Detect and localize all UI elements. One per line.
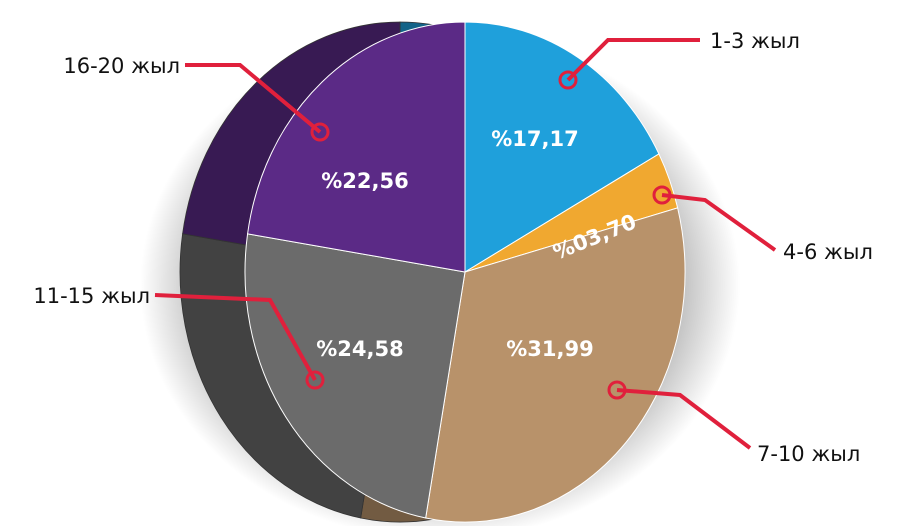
- leader-dot: [558, 70, 578, 90]
- leader-line: [616, 388, 752, 450]
- slice: [464, 21, 660, 273]
- category-label: 7-10 жыл: [757, 442, 860, 466]
- value-label: %22,56: [321, 169, 408, 193]
- category-label: 16-20 жыл: [63, 54, 180, 78]
- leader-line: [154, 293, 317, 381]
- leader-line: [185, 63, 322, 134]
- slice: [425, 207, 686, 523]
- leader-dot: [305, 370, 325, 390]
- leader-dot: [310, 122, 330, 142]
- leader-dot: [607, 380, 627, 400]
- labels: %17,171-3 жыл%03,70 4-6 жыл%31,997-10 жыл…: [33, 29, 873, 466]
- category-label: 11-15 жыл: [33, 284, 150, 308]
- leader-line: [566, 38, 700, 82]
- category-label: 1-3 жыл: [710, 29, 800, 53]
- slice: [244, 233, 466, 519]
- value-label: %17,17: [491, 127, 578, 151]
- leader-dot: [652, 185, 672, 205]
- slice: [247, 21, 466, 273]
- leader-line: [661, 193, 777, 252]
- value-label: %24,58: [316, 337, 403, 361]
- category-label: 4-6 жыл: [783, 240, 873, 264]
- pie: [244, 21, 686, 523]
- value-label: %31,99: [506, 337, 593, 361]
